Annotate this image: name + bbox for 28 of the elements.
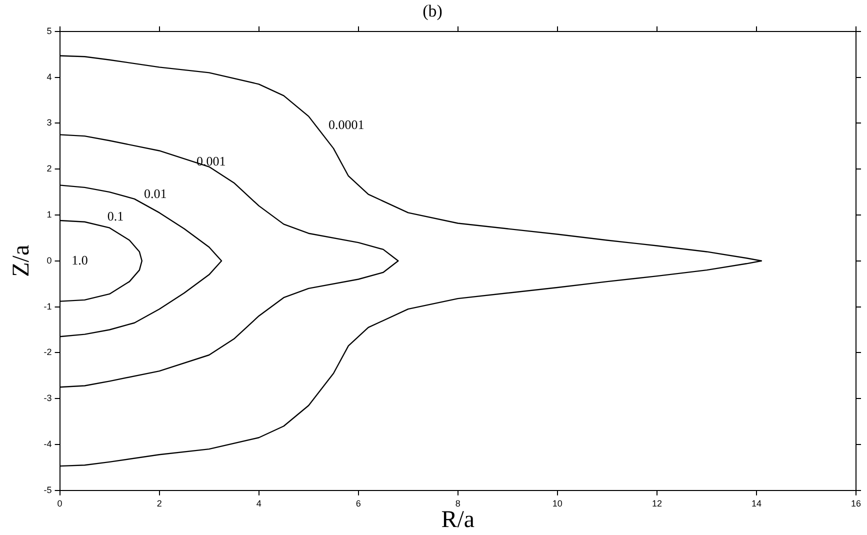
y-tick-label: -3 — [44, 393, 52, 404]
y-tick-label: -1 — [44, 301, 52, 312]
y-tick-label: -2 — [44, 347, 52, 358]
x-tick-label: 12 — [652, 498, 662, 508]
y-tick-label: 0 — [46, 255, 52, 266]
chart-title: (b) — [422, 2, 442, 21]
annotation: 1.0 — [72, 252, 88, 268]
y-tick-label: 4 — [46, 72, 52, 82]
x-tick-label: 8 — [455, 498, 460, 508]
x-tick-label: 14 — [751, 498, 762, 508]
y-tick-label: -5 — [44, 484, 52, 495]
y-tick-label: -4 — [44, 438, 52, 449]
x-tick-label: 2 — [156, 498, 162, 508]
x-tick-label: 6 — [356, 498, 361, 508]
x-tick-label: 16 — [850, 498, 862, 508]
x-tick-label: 0 — [57, 498, 62, 508]
y-tick-label: 5 — [46, 26, 52, 36]
y-axis-title: Z/a — [8, 244, 35, 277]
y-tick-label: 1 — [46, 209, 52, 220]
annotation: 0.01 — [144, 186, 167, 201]
annotation: 0.0001 — [328, 116, 364, 132]
x-tick-label: 10 — [552, 498, 562, 508]
x-axis-title: R/a — [441, 506, 475, 533]
annotation: 0.001 — [196, 154, 226, 169]
y-tick-label: 2 — [46, 164, 52, 174]
annotation: 0.1 — [107, 208, 124, 224]
y-tick-label: 3 — [46, 118, 52, 128]
x-tick-label: 4 — [256, 498, 262, 508]
